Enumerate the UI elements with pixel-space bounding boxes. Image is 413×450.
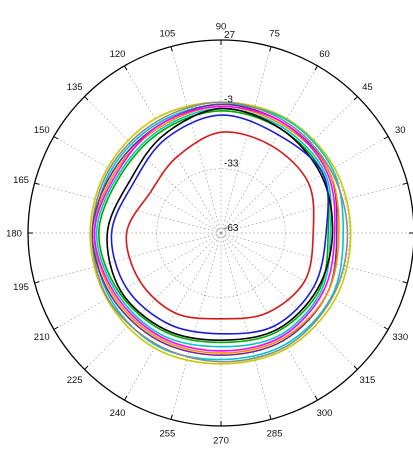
angular-tick [84,96,89,101]
angular-tick [170,46,173,52]
angle-tick-label: 90 [216,22,227,33]
angular-tick [402,281,408,284]
angle-tick-label: 120 [110,49,126,60]
radial-tick-label: 27 [224,30,236,41]
angular-gridline [220,65,318,234]
trace-line [110,114,329,335]
radial-tick-label: -63 [224,223,239,234]
angle-tick-label: 30 [395,125,406,136]
angular-tick [402,182,408,185]
angle-tick-label: 165 [13,175,29,186]
trace-line [91,103,338,356]
trace-line [89,101,352,365]
angular-tick [34,281,40,284]
angle-tick-label: 180 [6,229,22,240]
angular-gridline [220,232,318,401]
angular-gridline [220,232,358,370]
trace-line [91,101,349,363]
radial-tick-label: -3 [224,94,233,105]
angular-gridline [84,96,222,234]
angle-tick-label: 135 [67,82,83,93]
angular-gridline [124,232,222,401]
angular-tick [170,414,173,420]
angle-tick-label: 300 [317,408,333,419]
data-traces [89,101,352,365]
angle-tick-label: 240 [110,408,126,419]
polar-grid [27,39,413,427]
angular-tick [314,395,318,401]
angle-tick-label: 60 [319,49,330,60]
angular-gridline [84,232,222,370]
angular-gridline [34,182,222,234]
angle-tick-label: 105 [159,29,175,40]
angle-tick-label: 315 [359,375,375,386]
angular-tick [124,395,128,401]
angular-tick [314,65,318,71]
angle-tick-label: 285 [267,428,283,439]
radial-tick-label: -33 [224,159,239,170]
angular-tick [53,136,59,140]
trace-line [95,107,332,348]
angular-gridline [124,65,222,234]
angular-gridline [220,46,272,234]
angular-tick [34,182,40,185]
angular-tick [353,365,358,370]
angular-gridline [53,136,222,234]
angle-tick-label: 330 [392,332,408,343]
angular-gridline [170,232,222,420]
angular-gridline [170,46,222,234]
angular-tick [383,326,389,330]
angular-gridline [220,232,408,284]
angular-tick [269,46,272,52]
angle-tick-label: 195 [13,282,29,293]
angular-tick [53,326,59,330]
angle-tick-label: 255 [159,428,175,439]
angle-tick-label: 210 [34,332,50,343]
angular-gridline [220,136,389,234]
angular-gridline [34,232,222,284]
angle-tick-label: 75 [269,29,280,40]
trace-line [125,131,315,320]
angular-gridline [53,232,222,330]
angular-tick [353,96,358,101]
angular-gridline [220,96,358,234]
angle-tick-label: 225 [67,375,83,386]
angular-tick [383,136,389,140]
angle-tick-label: 270 [213,436,229,447]
angular-gridline [220,232,272,420]
angular-tick [84,365,89,370]
angle-tick-label: 45 [362,82,373,93]
trace-line [106,107,334,341]
axis-labels: 0153045607590105120135150165180195210225… [6,22,408,447]
angular-tick [269,414,272,420]
angular-tick [124,65,128,71]
angle-tick-label: 150 [34,125,50,136]
trace-line [93,105,336,352]
